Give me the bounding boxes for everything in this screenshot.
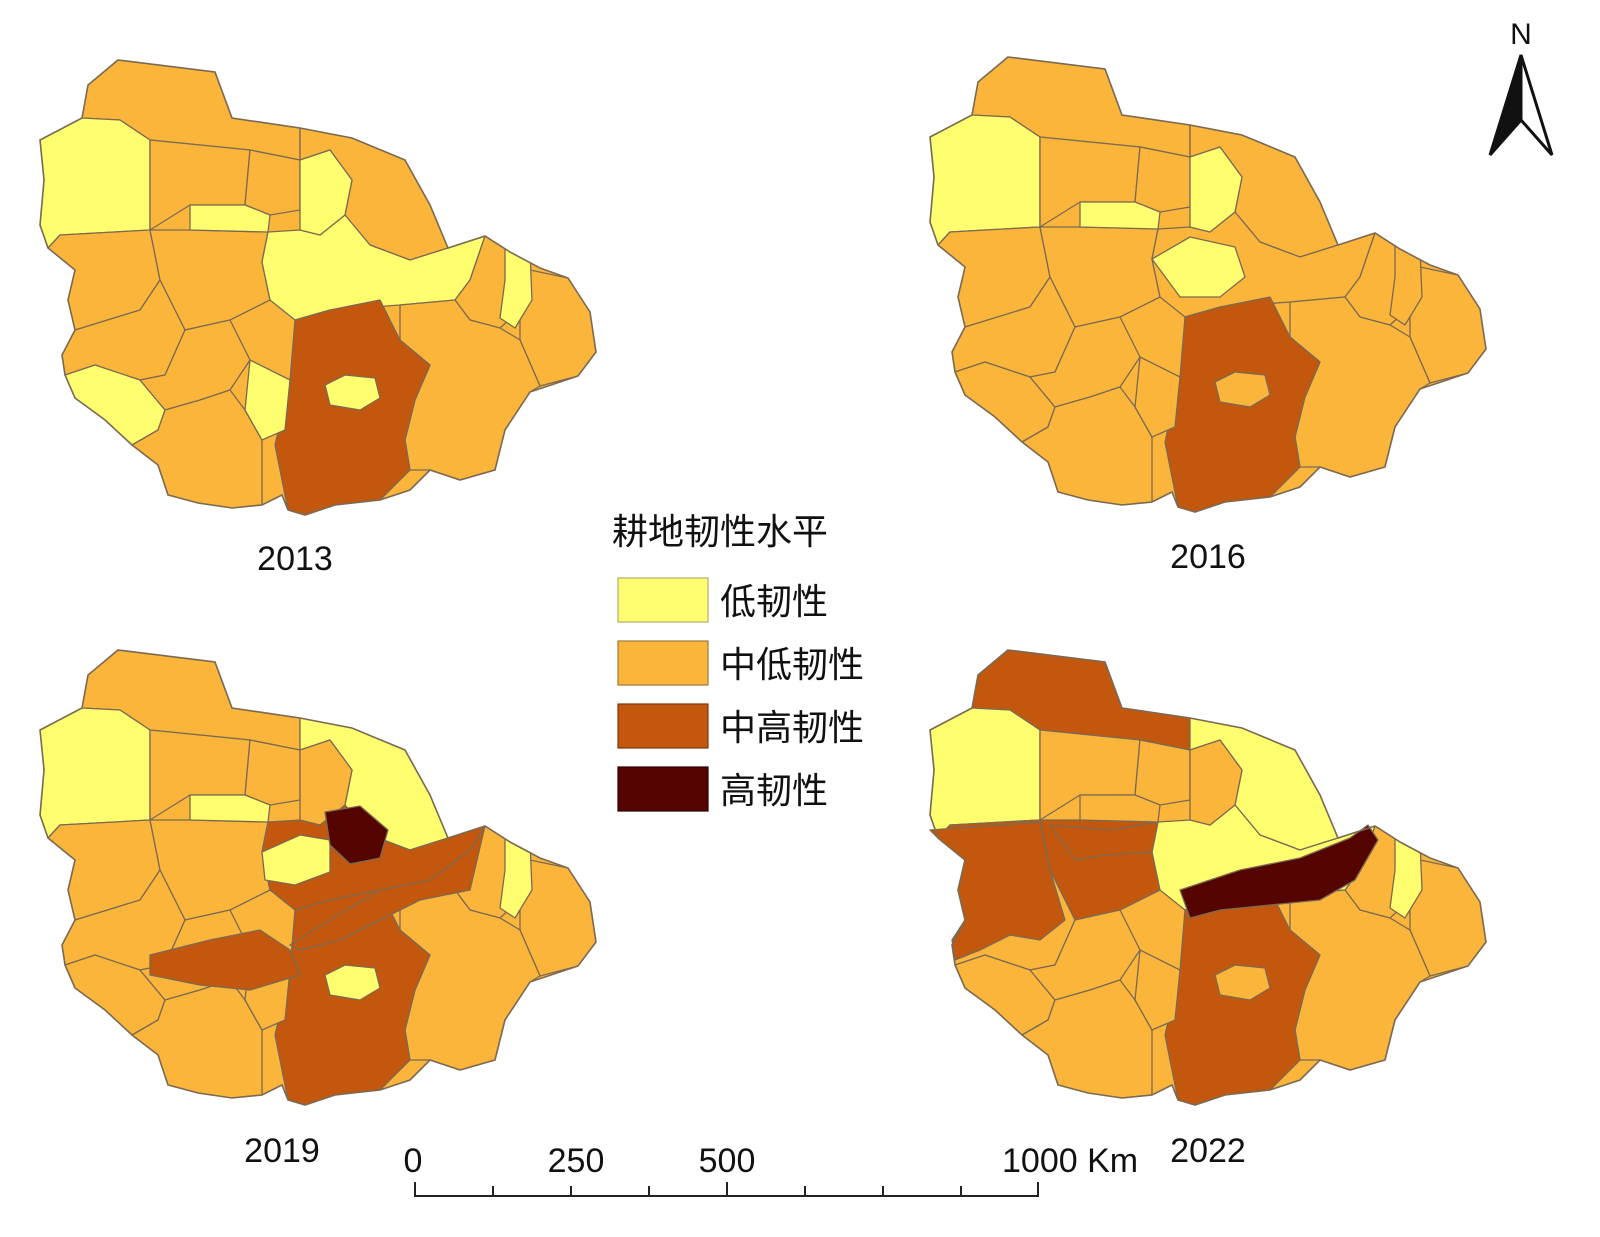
legend-label-high: 高韧性 [720, 771, 828, 812]
region-northeast-band [289, 825, 486, 951]
year-label-2022: 2022 [1170, 1132, 1246, 1170]
year-label-2013: 2013 [257, 540, 333, 578]
map-panel-2022 [929, 649, 1487, 1106]
legend-label-low: 低韧性 [720, 582, 828, 623]
region-ncenter2 [244, 149, 301, 216]
legend: 耕地韧性水平 低韧性 中低韧性 中高韧性 高韧性 [612, 512, 864, 812]
region-high-2022 [1179, 824, 1379, 919]
region-innerY [324, 964, 381, 1001]
legend-swatch-mid-low [617, 640, 709, 686]
legend-swatch-high [617, 766, 709, 812]
scale-label-0: 0 [404, 1142, 423, 1180]
region-northwest [930, 707, 1041, 839]
scale-label-1000-km: 1000 Km [1002, 1142, 1138, 1180]
region-stripL [189, 204, 271, 233]
north-arrow-icon: N [1488, 18, 1554, 156]
region-ncenter2 [1134, 146, 1191, 213]
region-high-2019 [324, 805, 389, 865]
scale-label-250: 250 [548, 1142, 605, 1180]
map-panel-2013 [39, 59, 597, 516]
region-stripL [1079, 794, 1161, 823]
region-yBlob [299, 149, 353, 236]
legend-swatch-mid-high [617, 703, 709, 749]
region-north-west-brown [1049, 821, 1159, 861]
region-scY [244, 359, 291, 441]
region-center-yellow [1151, 236, 1246, 298]
legend-label-mid-low: 中低韧性 [720, 645, 864, 686]
scale-label-500: 500 [699, 1142, 756, 1180]
region-west-band [149, 929, 301, 991]
region-stripL [1079, 201, 1161, 230]
scale-bar: 0 250 500 1000 Km [404, 1142, 1138, 1197]
region-scY [1134, 356, 1181, 438]
year-label-2019: 2019 [244, 1132, 320, 1170]
region-scY [1134, 949, 1181, 1031]
region-ncenter2 [1134, 739, 1191, 806]
scale-bar-ticks [414, 1182, 1039, 1197]
region-innerY [1214, 371, 1271, 408]
region-stripL [189, 794, 271, 823]
legend-swatch-low [617, 577, 709, 623]
north-label: N [1510, 18, 1532, 51]
region-northwest [930, 114, 1041, 246]
region-yBlob [1189, 146, 1243, 233]
region-left-yellow [261, 834, 331, 886]
legend-title: 耕地韧性水平 [612, 512, 828, 553]
region-innerY [324, 374, 381, 411]
region-ncenter2 [244, 739, 301, 806]
year-label-2016: 2016 [1170, 538, 1246, 576]
region-northwest [40, 707, 151, 839]
region-yBlob [1189, 739, 1243, 826]
map-panels [39, 56, 1487, 1106]
region-northwest [40, 117, 151, 249]
region-innerY [1214, 964, 1271, 1001]
map-panel-2016 [929, 56, 1487, 513]
map-panel-2019 [39, 649, 597, 1106]
legend-label-mid-high: 中高韧性 [720, 708, 864, 749]
